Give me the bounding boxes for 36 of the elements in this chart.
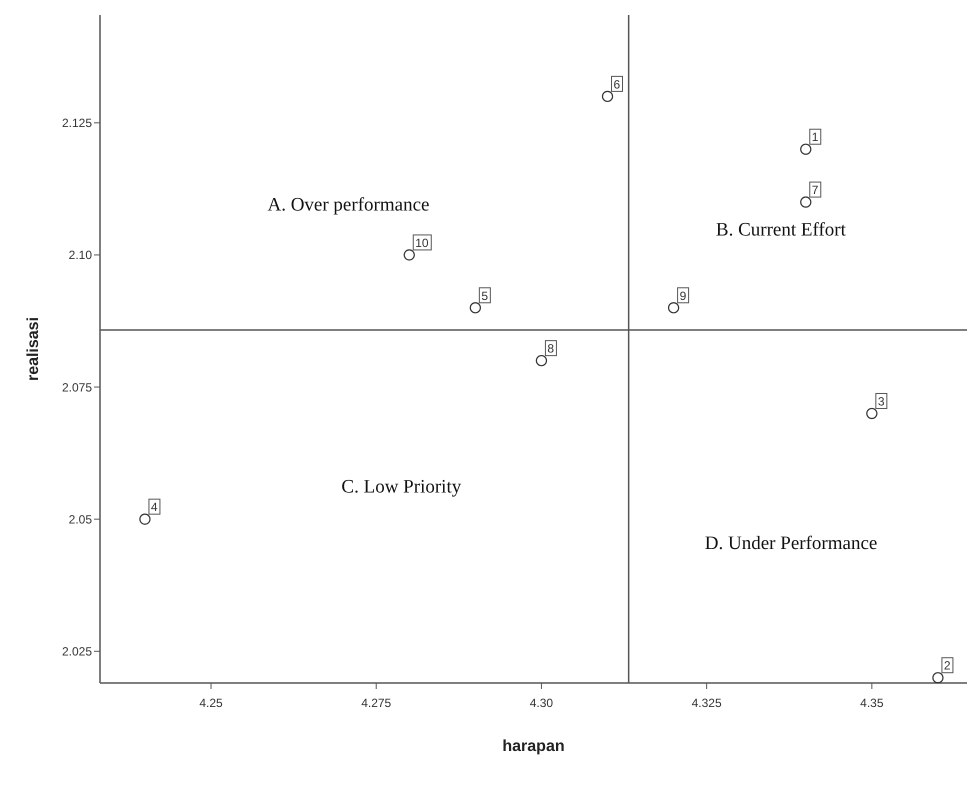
y-tick-label: 2.075 <box>62 380 92 394</box>
annotation: C. Low Priority <box>341 476 462 498</box>
annotation: B. Current Effort <box>716 219 847 240</box>
annotation: 5 <box>481 288 488 303</box>
annotation: 4 <box>150 500 158 514</box>
x-tick-label: 4.35 <box>860 696 884 710</box>
point <box>866 408 878 420</box>
x-tick-label: 4.25 <box>199 696 224 710</box>
annotation: 10 <box>415 236 429 250</box>
point <box>404 249 415 261</box>
y-tick-label: 2.10 <box>68 248 92 262</box>
annotation: A. Over performance <box>267 194 430 216</box>
point <box>800 196 812 208</box>
y-axis-title: realisasi <box>25 316 42 382</box>
point <box>668 302 680 314</box>
y-tick-label: 2.025 <box>62 644 92 658</box>
annotation: 6 <box>614 77 621 92</box>
y-tick-label: 2.05 <box>68 512 92 526</box>
annotation: 9 <box>680 288 687 303</box>
annotation: 2 <box>944 658 951 673</box>
point <box>800 144 812 155</box>
point <box>470 302 481 314</box>
x-tick-label: 4.325 <box>692 696 722 710</box>
point <box>139 514 151 525</box>
annotation: D. Under Performance <box>704 532 878 554</box>
annotation: 7 <box>812 183 819 198</box>
annotation: 8 <box>547 342 554 356</box>
x-axis-title: harapan <box>502 738 565 755</box>
x-tick-label: 4.275 <box>361 696 392 710</box>
annotation: 1 <box>812 130 819 144</box>
y-tick-label: 2.125 <box>62 116 92 130</box>
point <box>932 672 944 684</box>
x-tick-label: 4.30 <box>530 696 554 710</box>
annotation: 3 <box>878 394 885 408</box>
point <box>536 354 548 366</box>
point <box>602 90 614 102</box>
